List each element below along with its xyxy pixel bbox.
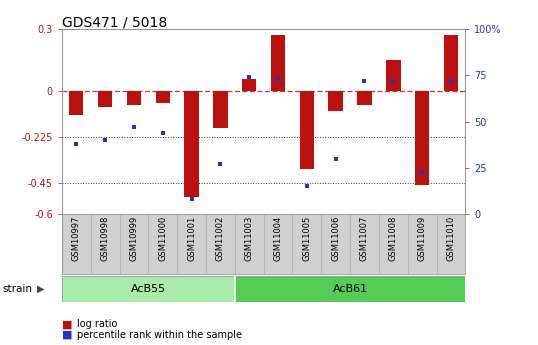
Text: GSM11000: GSM11000 — [158, 216, 167, 261]
Text: GSM10997: GSM10997 — [72, 216, 81, 261]
Bar — [444, 36, 458, 91]
Bar — [242, 79, 257, 91]
Text: GSM10999: GSM10999 — [130, 216, 138, 261]
Text: ■: ■ — [62, 319, 73, 329]
Text: strain: strain — [3, 284, 33, 294]
Text: GSM11002: GSM11002 — [216, 216, 225, 261]
Text: GSM11005: GSM11005 — [302, 216, 312, 261]
Text: ■: ■ — [62, 330, 73, 339]
Text: GSM11001: GSM11001 — [187, 216, 196, 261]
Bar — [155, 91, 170, 103]
Text: GSM11010: GSM11010 — [447, 216, 456, 261]
Bar — [213, 91, 228, 128]
Text: GSM10998: GSM10998 — [101, 216, 110, 261]
Bar — [62, 276, 235, 302]
Text: log ratio: log ratio — [77, 319, 117, 329]
Bar — [235, 276, 465, 302]
Bar — [69, 91, 83, 116]
Bar — [415, 91, 429, 185]
Bar — [185, 91, 199, 197]
Text: GSM11004: GSM11004 — [273, 216, 282, 261]
Text: ▶: ▶ — [37, 284, 44, 294]
Bar — [386, 60, 400, 91]
Bar — [98, 91, 112, 107]
Text: GSM11007: GSM11007 — [360, 216, 369, 261]
Bar — [300, 91, 314, 169]
Text: AcB61: AcB61 — [332, 284, 367, 294]
Bar — [271, 36, 285, 91]
Text: GSM11006: GSM11006 — [331, 216, 340, 261]
Text: GSM11008: GSM11008 — [389, 216, 398, 261]
Bar — [329, 91, 343, 111]
Text: GSM11009: GSM11009 — [417, 216, 427, 261]
Text: AcB55: AcB55 — [131, 284, 166, 294]
Text: GSM11003: GSM11003 — [245, 216, 254, 261]
Text: GDS471 / 5018: GDS471 / 5018 — [62, 16, 167, 30]
Bar — [357, 91, 372, 105]
Bar — [127, 91, 141, 105]
Text: percentile rank within the sample: percentile rank within the sample — [77, 330, 242, 339]
